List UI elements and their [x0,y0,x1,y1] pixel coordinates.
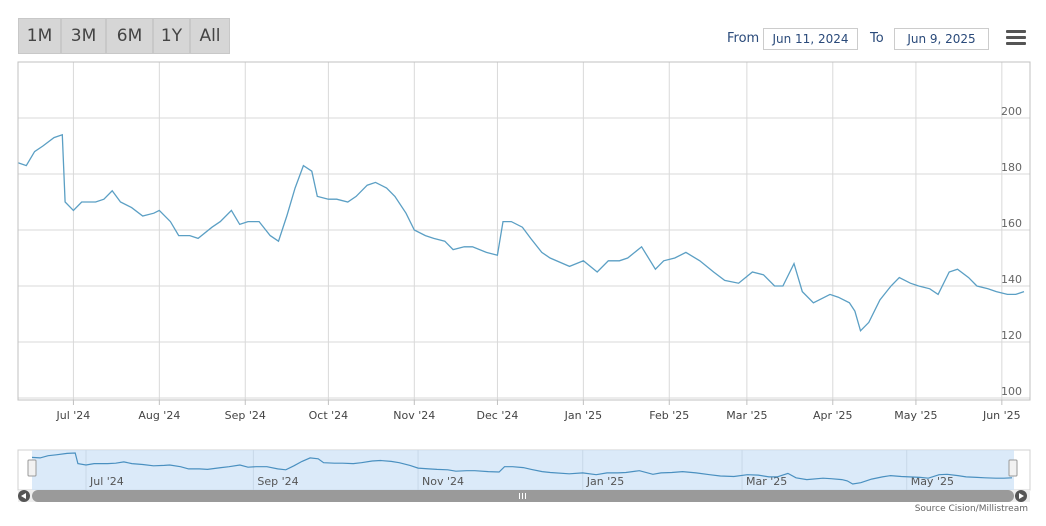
navigator-right-handle[interactable] [1008,459,1018,477]
price-series-line [17,133,1025,333]
y-tick-label: 140 [1001,273,1022,286]
x-tick-label: Nov '24 [393,409,435,422]
navigator-tick-label: Jul '24 [89,475,124,488]
from-date-input[interactable] [763,28,858,50]
range-button-1y[interactable]: 1Y [153,18,190,54]
x-tick-label: Feb '25 [649,409,689,422]
range-button-3m[interactable]: 3M [61,18,106,54]
hamburger-menu-icon[interactable] [1004,30,1028,50]
plot-border [17,61,1031,401]
chevron-left-icon [21,493,26,499]
from-label: From [727,31,760,46]
x-tick-label: Dec '24 [477,409,519,422]
scrollbar-grip-icon [519,493,526,499]
y-tick-label: 100 [1001,385,1022,398]
navigator-tick-label: May '25 [911,475,954,488]
x-tick-label: May '25 [894,409,937,422]
range-button-1m[interactable]: 1M [18,18,61,54]
chevron-right-icon [1019,493,1024,499]
navigator-tick-label: Jan '25 [586,475,624,488]
to-label: To [870,31,884,46]
x-tick-label: Sep '24 [225,409,266,422]
x-tick-label: Jul '24 [56,409,91,422]
x-tick-label: Apr '25 [813,409,853,422]
to-date-input[interactable] [894,28,989,50]
x-tick-label: Mar '25 [726,409,767,422]
navigator-tick-label: Mar '25 [746,475,787,488]
navigator-selection[interactable] [32,450,1014,490]
navigator-tick-label: Sep '24 [257,475,298,488]
navigator-tick-label: Nov '24 [422,475,464,488]
y-tick-label: 200 [1001,105,1022,118]
navigator-series-line [31,452,1013,485]
y-tick-label: 180 [1001,161,1022,174]
y-tick-label: 160 [1001,217,1022,230]
range-button-all[interactable]: All [190,18,230,54]
x-tick-label: Oct '24 [309,409,349,422]
x-tick-label: Jan '25 [564,409,602,422]
range-button-6m[interactable]: 6M [106,18,153,54]
y-tick-label: 120 [1001,329,1022,342]
x-tick-label: Aug '24 [138,409,180,422]
source-credit: Source Cision/Millistream [914,504,1028,514]
navigator-left-handle[interactable] [27,459,37,477]
x-tick-label: Jun '25 [982,409,1021,422]
